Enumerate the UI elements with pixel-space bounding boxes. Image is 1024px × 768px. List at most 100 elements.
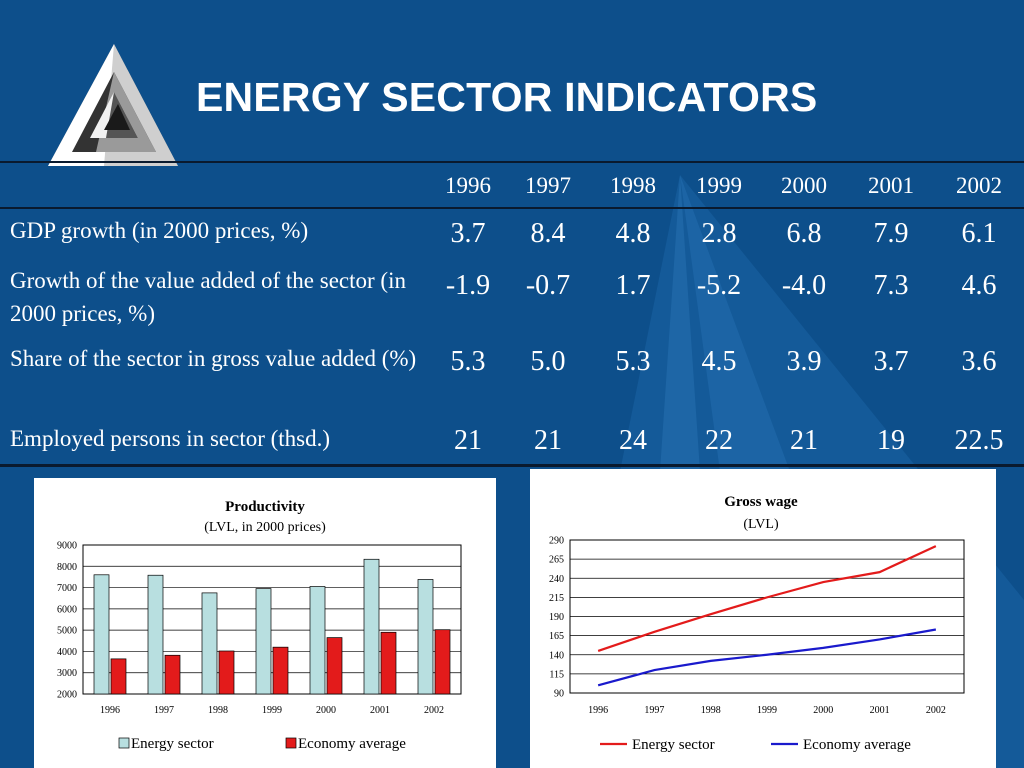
table-cell: 2.8 <box>701 218 737 249</box>
y-tick-label: 215 <box>549 593 564 604</box>
productivity-chart: Productivity (LVL, in 2000 prices) 2000 300… <box>57 499 462 752</box>
year-header: 1996 <box>445 173 491 198</box>
line-economy-average <box>597 628 937 687</box>
table-cell: 8.4 <box>530 218 566 249</box>
table-cell: 3.6 <box>961 346 997 377</box>
gross-wage-chart-panel: Gross wage (LVL) 90 115 140 165 190 215 240 265 29… <box>530 469 996 768</box>
x-tick-label: 2001 <box>870 705 890 716</box>
table-cell: 3.9 <box>786 346 822 377</box>
y-tick-label: 140 <box>549 650 564 661</box>
x-tick-label: 1999 <box>262 705 282 716</box>
year-header: 1997 <box>525 173 571 198</box>
x-tick-label: 2002 <box>424 705 444 716</box>
legend-label: Energy sector <box>131 736 214 752</box>
row-label: Employed persons in sector (thsd.) <box>10 426 331 451</box>
y-tick-label: 290 <box>549 536 564 547</box>
bar-energy-sector <box>147 574 164 695</box>
x-tick-label: 1996 <box>588 705 608 716</box>
bar-energy-sector <box>363 558 380 695</box>
bar-energy-sector <box>417 579 434 695</box>
table-cell: 4.6 <box>961 270 997 301</box>
plot-area <box>82 544 462 695</box>
gross-wage-chart: Gross wage (LVL) 90 115 140 165 190 215 240 265 29… <box>549 494 965 753</box>
bar-economy-average <box>218 650 235 695</box>
table-cell: 21 <box>534 425 562 456</box>
y-tick-label: 265 <box>549 555 564 566</box>
productivity-chart-panel: Productivity (LVL, in 2000 prices) 2000 300… <box>34 478 496 768</box>
year-header: 2000 <box>781 173 827 198</box>
table-cell: 7.9 <box>873 218 909 249</box>
year-header: 1998 <box>610 173 656 198</box>
chart-subtitle: (LVL) <box>743 517 779 532</box>
x-tick-label: 1996 <box>100 705 120 716</box>
y-tick-label: 2000 <box>57 690 77 701</box>
x-tick-label: 2001 <box>370 705 390 716</box>
bar-economy-average <box>272 646 289 695</box>
legend-swatch-economy-average <box>285 737 297 749</box>
bar-energy-sector <box>201 592 218 695</box>
table-cell: -1.9 <box>445 270 491 301</box>
x-tick-label: 1998 <box>701 705 721 716</box>
y-tick-label: 190 <box>549 612 564 623</box>
table-cell: 5.3 <box>615 346 651 377</box>
x-tick-label: 2000 <box>813 705 833 716</box>
bar-economy-average <box>110 658 127 695</box>
bar-economy-average <box>380 631 397 695</box>
y-tick-label: 8000 <box>57 562 77 573</box>
table-cell: -4.0 <box>781 270 827 301</box>
row-label: GDP growth (in 2000 prices, %) <box>10 218 309 243</box>
table-cell: 21 <box>790 425 818 456</box>
y-tick-label: 4000 <box>57 647 77 658</box>
chart-subtitle: (LVL, in 2000 prices) <box>204 520 326 535</box>
y-tick-label: 9000 <box>57 541 77 552</box>
table-cell: 22.5 <box>954 425 1004 456</box>
table-cell: 24 <box>619 425 647 456</box>
table-cell: 7.3 <box>873 270 909 301</box>
table-cell: 3.7 <box>450 218 486 249</box>
y-tick-label: 165 <box>549 631 564 642</box>
table-cell: 3.7 <box>873 346 909 377</box>
y-tick-label: 6000 <box>57 604 77 615</box>
x-tick-label: 1998 <box>208 705 228 716</box>
legend-label: Energy sector <box>632 737 715 753</box>
bar-economy-average <box>164 654 181 695</box>
y-tick-label: 7000 <box>57 583 77 594</box>
table-cell: 21 <box>454 425 482 456</box>
table-cell: 4.5 <box>701 346 737 377</box>
y-tick-label: 240 <box>549 574 564 585</box>
bar-economy-average <box>434 629 451 695</box>
year-header: 2002 <box>956 173 1002 198</box>
x-tick-label: 1999 <box>757 705 777 716</box>
y-tick-label: 115 <box>549 669 564 680</box>
table-cell: 19 <box>877 425 905 456</box>
x-tick-label: 1997 <box>644 705 664 716</box>
table-header-rule <box>0 207 1024 209</box>
table-cell: 5.0 <box>530 346 566 377</box>
table-cell: 4.8 <box>615 218 651 249</box>
x-tick-label: 2002 <box>926 705 946 716</box>
table-cell: -0.7 <box>525 270 571 301</box>
legend-label: Economy average <box>803 737 911 753</box>
chart-title: Gross wage <box>724 494 798 510</box>
table-cell: -5.2 <box>696 270 742 301</box>
year-header: 1999 <box>696 173 742 198</box>
row-label: Share of the sector in gross value added… <box>10 346 417 371</box>
plot-area <box>569 539 965 694</box>
table-cell: 6.1 <box>961 218 997 249</box>
table-top-rule <box>0 161 1024 163</box>
x-tick-label: 2000 <box>316 705 336 716</box>
bar-energy-sector <box>309 586 326 695</box>
bar-energy-sector <box>255 588 272 695</box>
line-energy-sector <box>597 545 937 652</box>
bar-economy-average <box>326 637 343 695</box>
legend-swatch-energy-sector <box>118 737 130 749</box>
table-cell: 22 <box>705 425 733 456</box>
x-tick-label: 1997 <box>154 705 174 716</box>
page-title: ENERGY SECTOR INDICATORS <box>196 74 818 120</box>
table-bottom-rule <box>0 464 1024 467</box>
table-cell: 5.3 <box>450 346 486 377</box>
bar-energy-sector <box>93 574 110 695</box>
legend-label: Economy average <box>298 736 406 752</box>
y-tick-label: 5000 <box>57 626 77 637</box>
company-logo-icon <box>48 44 178 166</box>
